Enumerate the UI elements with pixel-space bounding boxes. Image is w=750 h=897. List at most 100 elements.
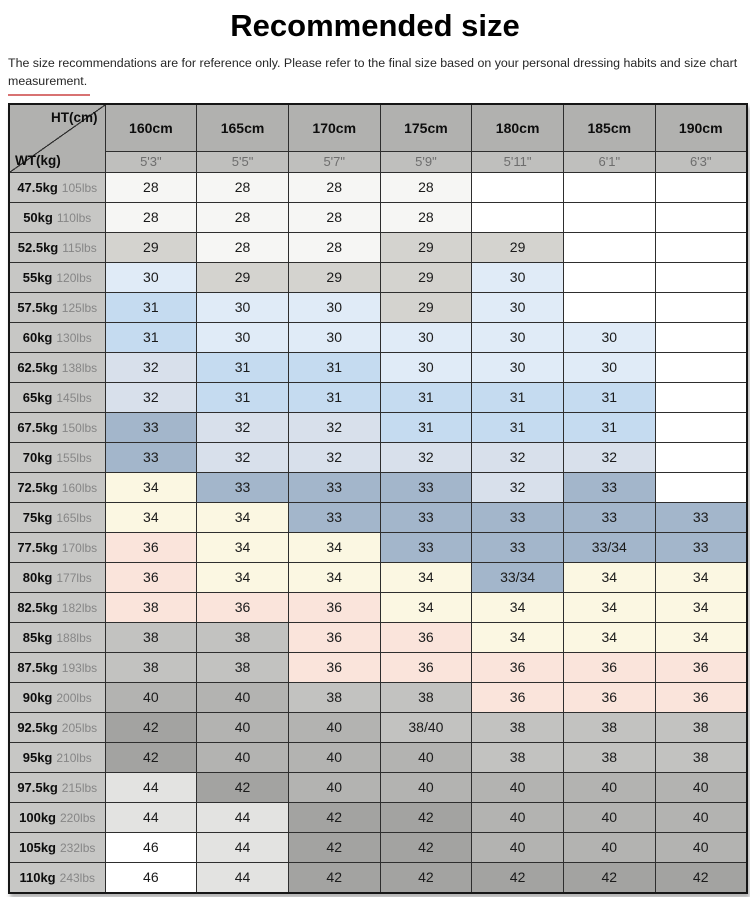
- table-row: 90kg 200lbs 40 40 38 38 36 36 36: [8, 681, 748, 713]
- size-cell: 36: [104, 561, 198, 593]
- size-cell: 40: [471, 801, 564, 833]
- size-cell: 42: [379, 861, 473, 894]
- size-cell: 28: [104, 171, 198, 203]
- size-cell: 33: [471, 501, 564, 533]
- size-cell: [471, 201, 564, 233]
- height-feet-cell: 5'3": [104, 150, 198, 173]
- size-cell: 42: [471, 861, 564, 894]
- page-title: Recommended size: [230, 8, 520, 43]
- size-cell: 36: [562, 651, 656, 683]
- weight-label-cell: 65kg 145lbs: [8, 381, 106, 413]
- weight-axis-label: WT(kg): [15, 152, 61, 168]
- size-cell: 28: [379, 201, 473, 233]
- height-header-cell: 190cm: [654, 103, 748, 152]
- size-cell: 38/40: [379, 711, 473, 743]
- size-cell: 36: [287, 621, 381, 653]
- table-row: 97.5kg 215lbs 44 42 40 40 40 40 40: [8, 771, 748, 803]
- size-cell: 33: [287, 471, 381, 503]
- weight-label-cell: 57.5kg 125lbs: [8, 291, 106, 323]
- size-cell: 32: [471, 471, 564, 503]
- size-cell: 30: [471, 321, 564, 353]
- weight-label-cell: 75kg 165lbs: [8, 501, 106, 533]
- table-row: 60kg 130lbs 31 30 30 30 30 30: [8, 321, 748, 353]
- size-cell: 36: [104, 531, 198, 563]
- size-cell: 38: [471, 711, 564, 743]
- size-cell: 31: [196, 351, 289, 383]
- height-header-cell: 185cm: [562, 103, 656, 152]
- size-cell: 29: [379, 291, 473, 323]
- size-cell: 38: [196, 651, 289, 683]
- size-cell: 36: [379, 621, 473, 653]
- size-cell: 40: [654, 771, 748, 803]
- size-cell: 42: [287, 801, 381, 833]
- size-cell: 30: [287, 291, 381, 323]
- size-cell: [654, 351, 748, 383]
- size-cell: [654, 171, 748, 203]
- height-ft-header-row: 5'3" 5'5" 5'7" 5'9" 5'11" 6'1" 6'3": [9, 150, 748, 173]
- size-cell: 29: [379, 231, 473, 263]
- size-cell: 29: [471, 231, 564, 263]
- table-row: 100kg 220lbs 44 44 42 42 40 40 40: [8, 801, 748, 833]
- weight-label-cell: 92.5kg 205lbs: [8, 711, 106, 743]
- size-cell: 30: [471, 291, 564, 323]
- weight-label-cell: 105kg 232lbs: [8, 831, 106, 863]
- weight-label-cell: 77.5kg 170lbs: [8, 531, 106, 563]
- weight-label-cell: 62.5kg 138lbs: [8, 351, 106, 383]
- size-cell: 33/34: [562, 531, 656, 563]
- size-cell: 31: [104, 291, 198, 323]
- size-cell: 40: [562, 801, 656, 833]
- size-cell: 40: [104, 681, 198, 713]
- height-feet-cell: 6'3": [654, 150, 748, 173]
- table-row: 77.5kg 170lbs 36 34 34 33 33 33/34 33: [8, 531, 748, 563]
- size-cell: 38: [104, 621, 198, 653]
- size-cell: 34: [654, 621, 748, 653]
- size-cell: 31: [287, 381, 381, 413]
- size-cell: 30: [562, 321, 656, 353]
- size-cell: 33: [196, 471, 289, 503]
- disclaimer-text: The size recommendations are for referen…: [8, 56, 738, 88]
- size-cell: 42: [379, 801, 473, 833]
- weight-label-cell: 52.5kg 115lbs: [8, 231, 106, 263]
- weight-label-cell: 80kg 177lbs: [8, 561, 106, 593]
- size-cell: 40: [562, 831, 656, 863]
- table-row: 85kg 188lbs 38 38 36 36 34 34 34: [8, 621, 748, 653]
- size-cell: 34: [379, 561, 473, 593]
- size-cell: 31: [379, 411, 473, 443]
- size-cell: 38: [471, 741, 564, 773]
- size-cell: [654, 441, 748, 473]
- size-cell: 30: [379, 321, 473, 353]
- size-cell: 33/34: [471, 561, 564, 593]
- size-cell: 38: [379, 681, 473, 713]
- size-cell: 38: [196, 621, 289, 653]
- table-row: 92.5kg 205lbs 42 40 40 38/40 38 38 38: [8, 711, 748, 743]
- size-cell: 40: [471, 771, 564, 803]
- size-cell: [654, 471, 748, 503]
- weight-label-cell: 72.5kg 160lbs: [8, 471, 106, 503]
- weight-label-cell: 82.5kg 182lbs: [8, 591, 106, 623]
- size-cell: 33: [654, 501, 748, 533]
- size-cell: 34: [562, 561, 656, 593]
- size-cell: 33: [104, 411, 198, 443]
- size-cell: 44: [196, 861, 289, 894]
- size-cell: 31: [562, 411, 656, 443]
- height-header-cell: 175cm: [379, 103, 473, 152]
- table-row: 67.5kg 150lbs 33 32 32 31 31 31: [8, 411, 748, 443]
- size-cell: 34: [287, 531, 381, 563]
- size-cell: [562, 231, 656, 263]
- height-feet-cell: 5'11": [471, 150, 564, 173]
- size-cell: 42: [104, 741, 198, 773]
- size-cell: 36: [471, 681, 564, 713]
- size-cell: 42: [287, 831, 381, 863]
- size-cell: 30: [471, 351, 564, 383]
- size-cell: 32: [196, 441, 289, 473]
- size-cell: 28: [196, 171, 289, 203]
- height-cm-header-row: HT(cm) WT(kg) 160cm 165cm 170cm 175cm 180cm 185…: [8, 103, 748, 173]
- size-cell: 34: [104, 471, 198, 503]
- size-cell: 40: [562, 771, 656, 803]
- height-feet-cell: 5'9": [379, 150, 473, 173]
- size-cell: 38: [562, 711, 656, 743]
- size-cell: 42: [654, 861, 748, 894]
- height-axis-label: HT(cm): [51, 109, 98, 125]
- size-cell: 40: [287, 711, 381, 743]
- size-cell: 36: [654, 681, 748, 713]
